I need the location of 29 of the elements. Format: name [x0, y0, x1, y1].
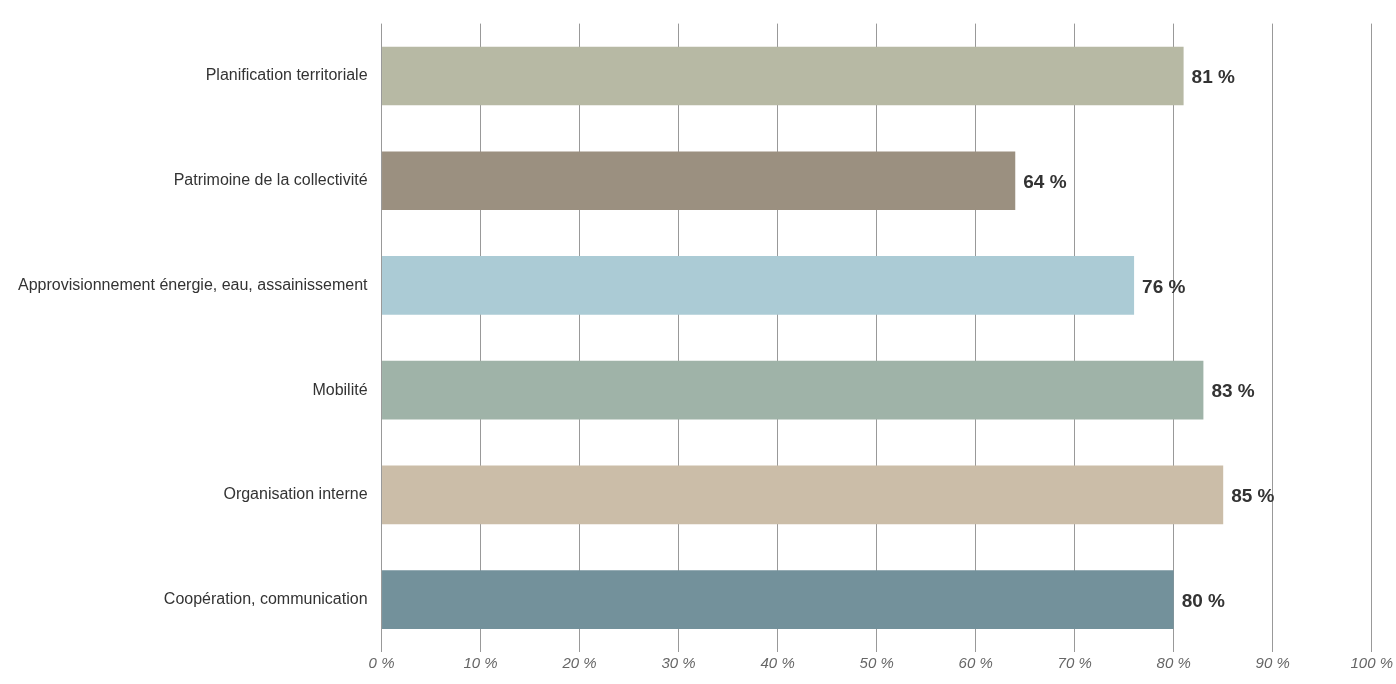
- data-label: 64 %: [1023, 170, 1067, 192]
- bar: [382, 360, 1204, 420]
- x-tick-label: 80 %: [1156, 654, 1191, 672]
- y-tick-label: Mobilité: [312, 380, 368, 398]
- y-tick-label: Organisation interne: [223, 485, 368, 503]
- x-tick-label: 20 %: [561, 654, 597, 672]
- x-tick-label: 100 %: [1350, 654, 1394, 672]
- data-label: 80 %: [1181, 589, 1226, 611]
- y-tick-label: Planification territoriale: [205, 66, 368, 84]
- data-label: 85 %: [1231, 485, 1275, 507]
- data-label: 81 %: [1191, 66, 1236, 88]
- data-label: 76 %: [1142, 275, 1186, 297]
- bar: [382, 256, 1135, 315]
- bar: [382, 46, 1184, 106]
- x-tick-label: 90 %: [1255, 654, 1290, 672]
- x-tick-label: 60 %: [958, 654, 993, 672]
- y-tick-label: Patrimoine de la collectivité: [173, 171, 368, 189]
- y-tick-label: Coopération, communication: [163, 590, 368, 608]
- x-tick-label: 30 %: [661, 654, 696, 672]
- x-tick-label: 40 %: [760, 654, 795, 672]
- x-tick-label: 70 %: [1057, 654, 1092, 672]
- data-label: 83 %: [1211, 380, 1255, 402]
- y-tick-label: Approvisionnement énergie, eau, assainissement: [17, 275, 369, 293]
- x-tick-label: 10 %: [463, 654, 498, 672]
- bar: [382, 570, 1174, 629]
- x-tick-label: 0 %: [368, 654, 395, 672]
- bar: [382, 151, 1016, 211]
- x-tick-label: 50 %: [859, 654, 894, 672]
- bar: [382, 465, 1224, 525]
